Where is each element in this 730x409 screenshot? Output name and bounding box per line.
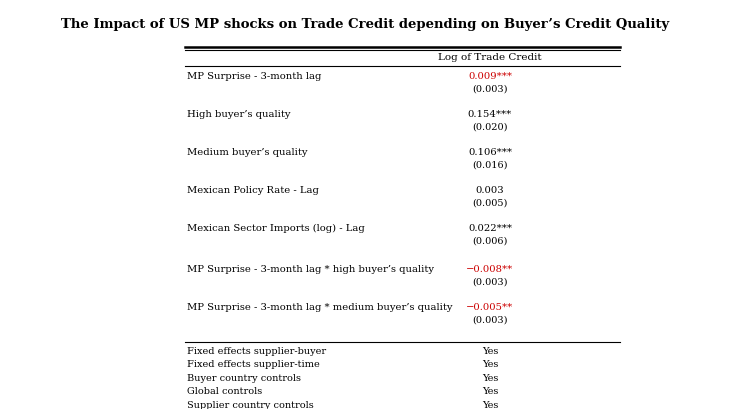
Text: −0.005**: −0.005** [466,302,514,311]
Text: 0.106***: 0.106*** [468,148,512,157]
Text: The Impact of US MP shocks on Trade Credit depending on Buyer’s Credit Quality: The Impact of US MP shocks on Trade Cred… [61,18,669,31]
Text: Buyer country controls: Buyer country controls [187,373,301,382]
Text: (0.016): (0.016) [472,161,508,170]
Text: (0.003): (0.003) [472,315,508,324]
Text: 0.003: 0.003 [476,186,504,195]
Text: (0.003): (0.003) [472,277,508,286]
Text: 0.009***: 0.009*** [468,72,512,81]
Text: Log of Trade Credit: Log of Trade Credit [438,53,542,62]
Text: (0.006): (0.006) [472,236,507,245]
Text: −0.008**: −0.008** [466,264,514,273]
Text: Global controls: Global controls [187,387,262,396]
Text: Yes: Yes [482,373,498,382]
Text: Fixed effects supplier-buyer: Fixed effects supplier-buyer [187,346,326,355]
Text: Yes: Yes [482,400,498,409]
Text: (0.003): (0.003) [472,85,508,94]
Text: Yes: Yes [482,387,498,396]
Text: MP Surprise - 3-month lag * medium buyer’s quality: MP Surprise - 3-month lag * medium buyer… [187,302,453,311]
Text: Supplier country controls: Supplier country controls [187,400,314,409]
Text: Yes: Yes [482,360,498,369]
Text: MP Surprise - 3-month lag * high buyer’s quality: MP Surprise - 3-month lag * high buyer’s… [187,264,434,273]
Text: Medium buyer’s quality: Medium buyer’s quality [187,148,307,157]
Text: 0.154***: 0.154*** [468,110,512,119]
Text: Fixed effects supplier-time: Fixed effects supplier-time [187,360,320,369]
Text: Mexican Policy Rate - Lag: Mexican Policy Rate - Lag [187,186,319,195]
Text: (0.020): (0.020) [472,123,508,132]
Text: Yes: Yes [482,346,498,355]
Text: MP Surprise - 3-month lag: MP Surprise - 3-month lag [187,72,321,81]
Text: 0.022***: 0.022*** [468,223,512,232]
Text: Mexican Sector Imports (log) - Lag: Mexican Sector Imports (log) - Lag [187,223,365,233]
Text: (0.005): (0.005) [472,198,507,207]
Text: High buyer’s quality: High buyer’s quality [187,110,291,119]
